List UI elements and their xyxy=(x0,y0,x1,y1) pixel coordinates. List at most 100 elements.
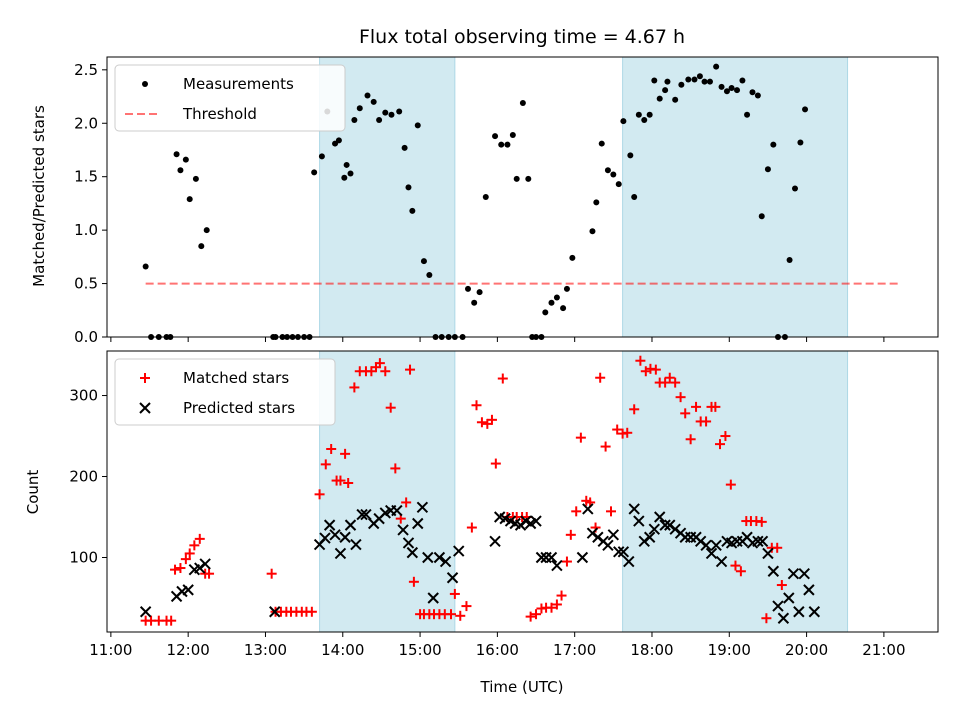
measurement-point xyxy=(797,139,804,146)
measurement-point xyxy=(627,152,634,159)
measurement-point xyxy=(492,133,499,140)
measurement-point xyxy=(754,92,761,99)
matched-star-point xyxy=(531,609,542,620)
measurement-point xyxy=(364,92,371,99)
measurement-point xyxy=(192,175,199,182)
x-axis-label: Time (UTC) xyxy=(480,678,564,696)
matched-star-point xyxy=(664,372,675,383)
matched-star-point xyxy=(497,373,508,384)
measurement-point xyxy=(426,272,433,279)
matched-star-point xyxy=(476,417,487,428)
predicted-star-point xyxy=(787,567,800,580)
predicted-star-point xyxy=(710,539,722,552)
y-tick-label: 2.0 xyxy=(74,114,98,132)
y-tick-label: 300 xyxy=(69,387,98,405)
measurement-point xyxy=(177,167,184,174)
x-tick-label: 15:00 xyxy=(398,641,441,659)
matched-star-point xyxy=(730,560,741,571)
measurement-point xyxy=(744,111,751,118)
measurement-point xyxy=(182,156,189,163)
measurement-point xyxy=(173,151,180,158)
matched-star-point xyxy=(374,358,385,369)
predicted-star-point xyxy=(339,531,351,543)
matched-star-point xyxy=(680,408,691,419)
measurement-point xyxy=(142,263,149,270)
predicted-star-point xyxy=(582,503,594,515)
measurement-point xyxy=(504,141,511,148)
shaded-interval-2 xyxy=(622,56,849,338)
measurement-point xyxy=(498,141,505,148)
matched-star-point xyxy=(772,542,783,553)
measurement-point xyxy=(560,305,567,312)
matched-star-point xyxy=(612,424,623,435)
predicted-star-point xyxy=(427,592,439,604)
measurement-point xyxy=(672,96,679,103)
matched-star-point xyxy=(685,434,696,445)
matched-star-point xyxy=(660,377,671,388)
matched-star-point xyxy=(561,556,572,567)
predicted-star-point xyxy=(416,501,429,513)
measurement-point xyxy=(370,98,377,105)
matched-star-point xyxy=(204,568,215,579)
matched-star-point xyxy=(326,443,337,454)
matched-star-point xyxy=(349,382,360,393)
predicted-star-point xyxy=(530,515,542,527)
matched-star-point xyxy=(776,580,787,591)
predicted-star-point xyxy=(489,535,501,548)
predicted-star-point xyxy=(356,508,368,521)
matched-star-point xyxy=(408,576,419,587)
x-tick-label: 13:00 xyxy=(244,641,287,659)
measurement-point xyxy=(548,299,555,306)
measurement-point xyxy=(341,174,348,181)
matched-star-point xyxy=(735,566,746,577)
predicted-star-point xyxy=(406,546,419,559)
legend-label: Threshold xyxy=(182,105,257,123)
matched-star-point xyxy=(725,479,736,490)
predicted-star-point xyxy=(767,565,780,577)
measurement-point xyxy=(476,289,483,296)
measurement-point xyxy=(635,111,642,118)
matched-star-point xyxy=(486,414,497,425)
matched-star-point xyxy=(720,431,731,442)
measurement-point xyxy=(198,243,205,250)
predicted-star-point xyxy=(576,551,589,564)
predicted-star-point xyxy=(334,547,347,560)
predicted-star-point xyxy=(623,555,635,568)
predicted-star-point xyxy=(762,547,774,560)
predicted-star-point xyxy=(551,559,563,572)
predicted-star-point xyxy=(344,519,357,531)
measurement-point xyxy=(631,194,638,200)
y-tick-label: 0.5 xyxy=(74,275,98,293)
y-tick-label: 200 xyxy=(69,468,98,486)
measurement-point xyxy=(749,89,756,96)
measurement-point xyxy=(691,76,698,83)
matched-star-point xyxy=(629,404,640,415)
predicted-star-point xyxy=(329,529,341,541)
measurement-point xyxy=(678,81,685,88)
y-tick-label: 1.0 xyxy=(74,221,98,239)
measurement-point xyxy=(563,285,570,292)
measurement-point xyxy=(376,117,383,124)
matched-star-point xyxy=(595,372,606,383)
predicted-star-point xyxy=(453,545,465,557)
matched-star-point xyxy=(180,554,191,565)
measurement-point xyxy=(791,185,798,192)
measurement-point xyxy=(347,170,354,177)
measurement-point xyxy=(405,184,412,191)
matched-star-point xyxy=(405,364,416,375)
measurement-point xyxy=(685,76,692,83)
matched-star-point xyxy=(340,448,351,459)
legend-label: Predicted stars xyxy=(183,399,295,417)
predicted-star-point xyxy=(433,551,446,564)
matched-star-point xyxy=(166,615,177,626)
x-tick-label: 17:00 xyxy=(553,641,596,659)
measurement-point xyxy=(701,78,708,85)
matched-star-point xyxy=(600,441,611,452)
measurement-point xyxy=(525,175,532,182)
predicted-star-point xyxy=(350,538,362,551)
predicted-star-point xyxy=(607,529,620,541)
legend-predicted-swatch xyxy=(139,402,151,414)
y-tick-label: 100 xyxy=(69,548,98,566)
matched-star-point xyxy=(701,416,712,427)
matched-star-point xyxy=(575,432,586,443)
